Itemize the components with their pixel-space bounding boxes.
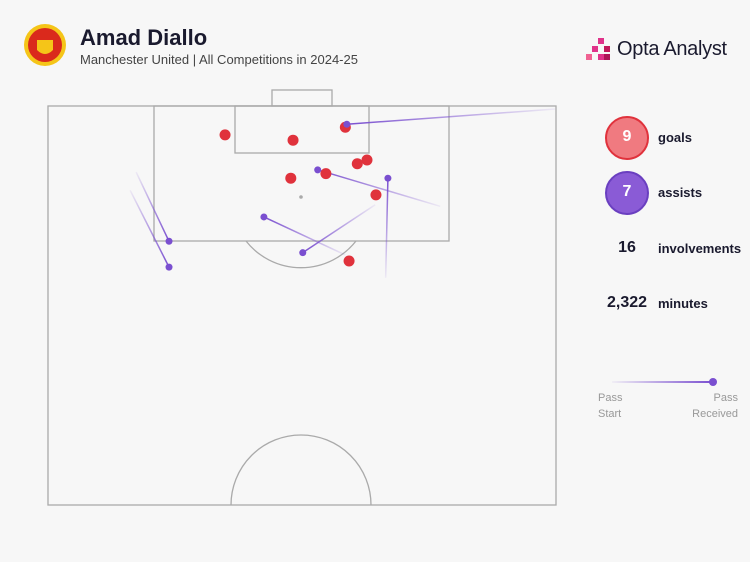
legend-start: Pass Start [598,392,623,420]
goal [219,129,231,141]
assist-received [384,174,392,182]
stat-value: 2,322 [606,294,648,311]
assist-received [314,166,322,174]
club-crest [24,24,66,66]
brand-logo [586,38,610,60]
stat-label: involvements [658,241,742,256]
brand: Opta Analyst [617,38,727,60]
subtitle: Manchester United | All Competitions in … [80,52,358,67]
stat-value: 7 [622,183,632,200]
goal [351,158,363,170]
assist-pass [302,204,376,254]
goal [361,154,373,166]
assist-pass [263,216,346,256]
goal [285,172,297,184]
goal [370,189,382,201]
assist-received [260,213,268,221]
goal [320,168,332,180]
stat-label: goals [658,130,692,145]
assist-received [343,120,351,128]
assist-received [165,237,173,245]
stat-label: assists [658,185,703,200]
stat-label: minutes [658,296,708,311]
legend-symbol [612,378,717,386]
assist-pass [346,108,556,125]
goal [287,134,299,146]
legend-end: Pass Received [692,392,738,420]
assist-pass [384,178,389,278]
stat-value: 16 [618,239,636,256]
assist-pass [317,169,441,208]
assist-received [299,249,307,257]
stat-value: 9 [622,128,632,145]
title: Amad Diallo [80,25,208,50]
assist-received [165,263,173,271]
stat-badges [605,116,649,215]
goal [343,255,355,267]
assist-pass [135,171,170,242]
assist-pass [129,190,170,268]
pitch [47,89,557,506]
